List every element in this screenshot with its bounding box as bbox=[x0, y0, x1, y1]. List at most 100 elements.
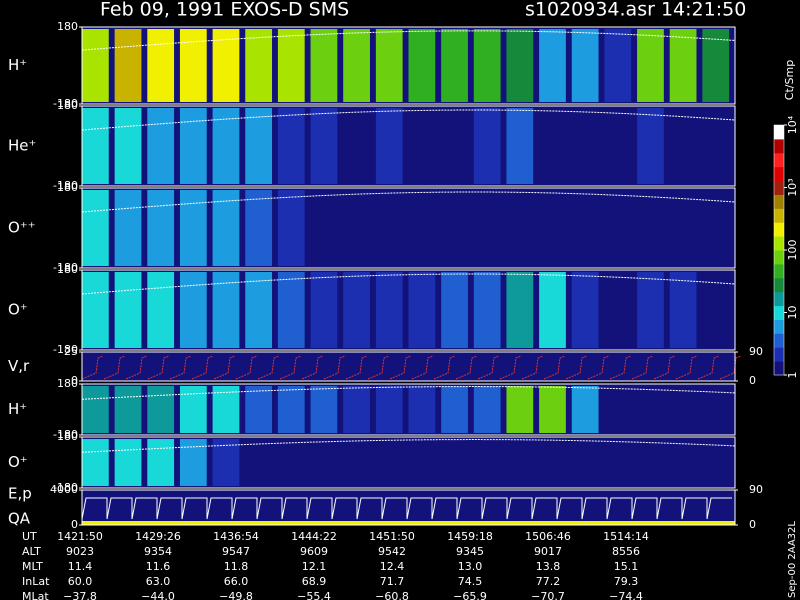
spectrogram-column bbox=[637, 439, 664, 486]
panel-frame bbox=[81, 187, 736, 269]
spectrogram-column bbox=[310, 439, 338, 486]
panel-frame bbox=[81, 436, 736, 489]
spectrogram-column bbox=[441, 439, 468, 486]
ephemeris-value: 63.0 bbox=[146, 575, 171, 588]
spectrogram-column bbox=[571, 190, 599, 266]
spectrogram-column bbox=[343, 108, 370, 184]
spectrogram-column bbox=[637, 108, 664, 184]
spectrogram-column bbox=[147, 29, 175, 102]
ephemeris-value: −55.4 bbox=[297, 590, 331, 600]
spectrogram-column bbox=[441, 386, 468, 433]
spectrogram-column bbox=[669, 108, 697, 184]
ephemeris-value: 11.6 bbox=[146, 560, 171, 573]
spectrogram-column bbox=[343, 29, 370, 102]
ephemeris-label: ALT bbox=[22, 545, 41, 558]
spectrogram-column bbox=[506, 108, 534, 184]
ephemeris-value: −74.4 bbox=[609, 590, 643, 600]
spectrogram-column bbox=[375, 439, 403, 486]
spectrogram-column bbox=[702, 439, 730, 486]
spectrogram-column bbox=[114, 439, 142, 486]
y2-tick-label: 90 bbox=[749, 345, 763, 358]
spectrogram-column bbox=[147, 108, 175, 184]
y-tick-label: -180 bbox=[53, 261, 78, 274]
spectrogram-column bbox=[245, 439, 273, 486]
ephemeris-value: 60.0 bbox=[68, 575, 93, 588]
colorbar-tick-label: 10³ bbox=[786, 178, 799, 196]
spectrogram-column bbox=[212, 272, 240, 348]
spectrogram-column bbox=[702, 29, 730, 102]
reference-curve bbox=[81, 386, 736, 400]
ephemeris-value: 8556 bbox=[612, 545, 640, 558]
spectrogram-column bbox=[604, 108, 632, 184]
ephemeris-value: 1421:50 bbox=[57, 530, 103, 543]
spectrogram-column bbox=[212, 108, 240, 184]
spectrogram-column bbox=[571, 386, 599, 433]
panel-label: E,p bbox=[8, 485, 32, 503]
spectrogram-column bbox=[506, 272, 534, 348]
ephemeris-value: 71.7 bbox=[380, 575, 405, 588]
colorbar-tick-label: 100 bbox=[786, 240, 799, 261]
colorbar-swatch bbox=[774, 263, 784, 279]
panel-frame bbox=[81, 26, 736, 105]
spectrogram-column bbox=[637, 386, 664, 433]
spectrogram-column bbox=[179, 272, 207, 348]
spectrogram-column bbox=[506, 190, 534, 266]
y-tick-label: -180 bbox=[53, 481, 78, 494]
ephemeris-value: 12.1 bbox=[302, 560, 327, 573]
y-tick-label: 0 bbox=[71, 518, 78, 531]
y-tick-label: -180 bbox=[53, 428, 78, 441]
spectrogram-column bbox=[245, 108, 273, 184]
ephemeris-value: 9017 bbox=[534, 545, 562, 558]
spectrogram-column bbox=[343, 190, 370, 266]
spectrogram-column bbox=[114, 29, 142, 102]
spectrogram-column bbox=[277, 190, 305, 266]
panel-label: O⁺⁺ bbox=[8, 219, 36, 237]
ephemeris-value: 9354 bbox=[144, 545, 172, 558]
y-tick-label: -180 bbox=[53, 179, 78, 192]
colorbar-swatch bbox=[774, 291, 784, 307]
spectrogram-column bbox=[245, 190, 273, 266]
y-tick-label: 25 bbox=[64, 345, 78, 358]
spectrogram-column bbox=[375, 272, 403, 348]
spectrogram-column bbox=[637, 272, 664, 348]
file-label: s1020934.asr 14:21:50 bbox=[525, 0, 746, 21]
y2-tick-label: 0 bbox=[749, 374, 756, 387]
spectrogram-column bbox=[310, 29, 338, 102]
ephemeris-value: 9547 bbox=[222, 545, 250, 558]
panel-label: He⁺ bbox=[8, 137, 36, 155]
spectrogram-column bbox=[702, 190, 730, 266]
spectrogram-column bbox=[82, 272, 109, 348]
spectrogram-column bbox=[539, 29, 566, 102]
spectrogram-column bbox=[669, 29, 697, 102]
ephemeris-label: MLT bbox=[22, 560, 43, 573]
spectrogram-column bbox=[408, 386, 436, 433]
spectrogram-column bbox=[669, 386, 697, 433]
spectrogram-column bbox=[114, 272, 142, 348]
spectrogram-column bbox=[473, 386, 501, 433]
spectrogram-column bbox=[82, 108, 109, 184]
chart-title: Feb 09, 1991 EXOS-D SMS bbox=[100, 0, 349, 21]
qa-bar bbox=[82, 521, 735, 525]
ephemeris-value: 1459:18 bbox=[447, 530, 493, 543]
ephemeris-value: 15.1 bbox=[614, 560, 639, 573]
colorbar-swatch bbox=[774, 138, 784, 154]
colorbar-swatch bbox=[774, 361, 784, 376]
reference-curve bbox=[81, 109, 736, 131]
y-tick-label: 180 bbox=[57, 181, 78, 194]
footer-label: Sep-00 2AA32L bbox=[787, 521, 798, 598]
spectrogram-column bbox=[245, 386, 273, 433]
sweep-trace bbox=[81, 355, 742, 380]
spectrogram-column bbox=[539, 272, 566, 348]
spectrogram-column bbox=[147, 272, 175, 348]
spectrogram-column bbox=[245, 29, 273, 102]
spectrogram-column bbox=[441, 108, 468, 184]
ephemeris-value: 1436:54 bbox=[213, 530, 259, 543]
y-tick-label: 180 bbox=[57, 377, 78, 390]
ephemeris-label: InLat bbox=[22, 575, 50, 588]
ephemeris-value: 1429:26 bbox=[135, 530, 181, 543]
spectrogram-column bbox=[441, 190, 468, 266]
spectrogram-column bbox=[82, 439, 109, 486]
spectrogram-column bbox=[277, 439, 305, 486]
